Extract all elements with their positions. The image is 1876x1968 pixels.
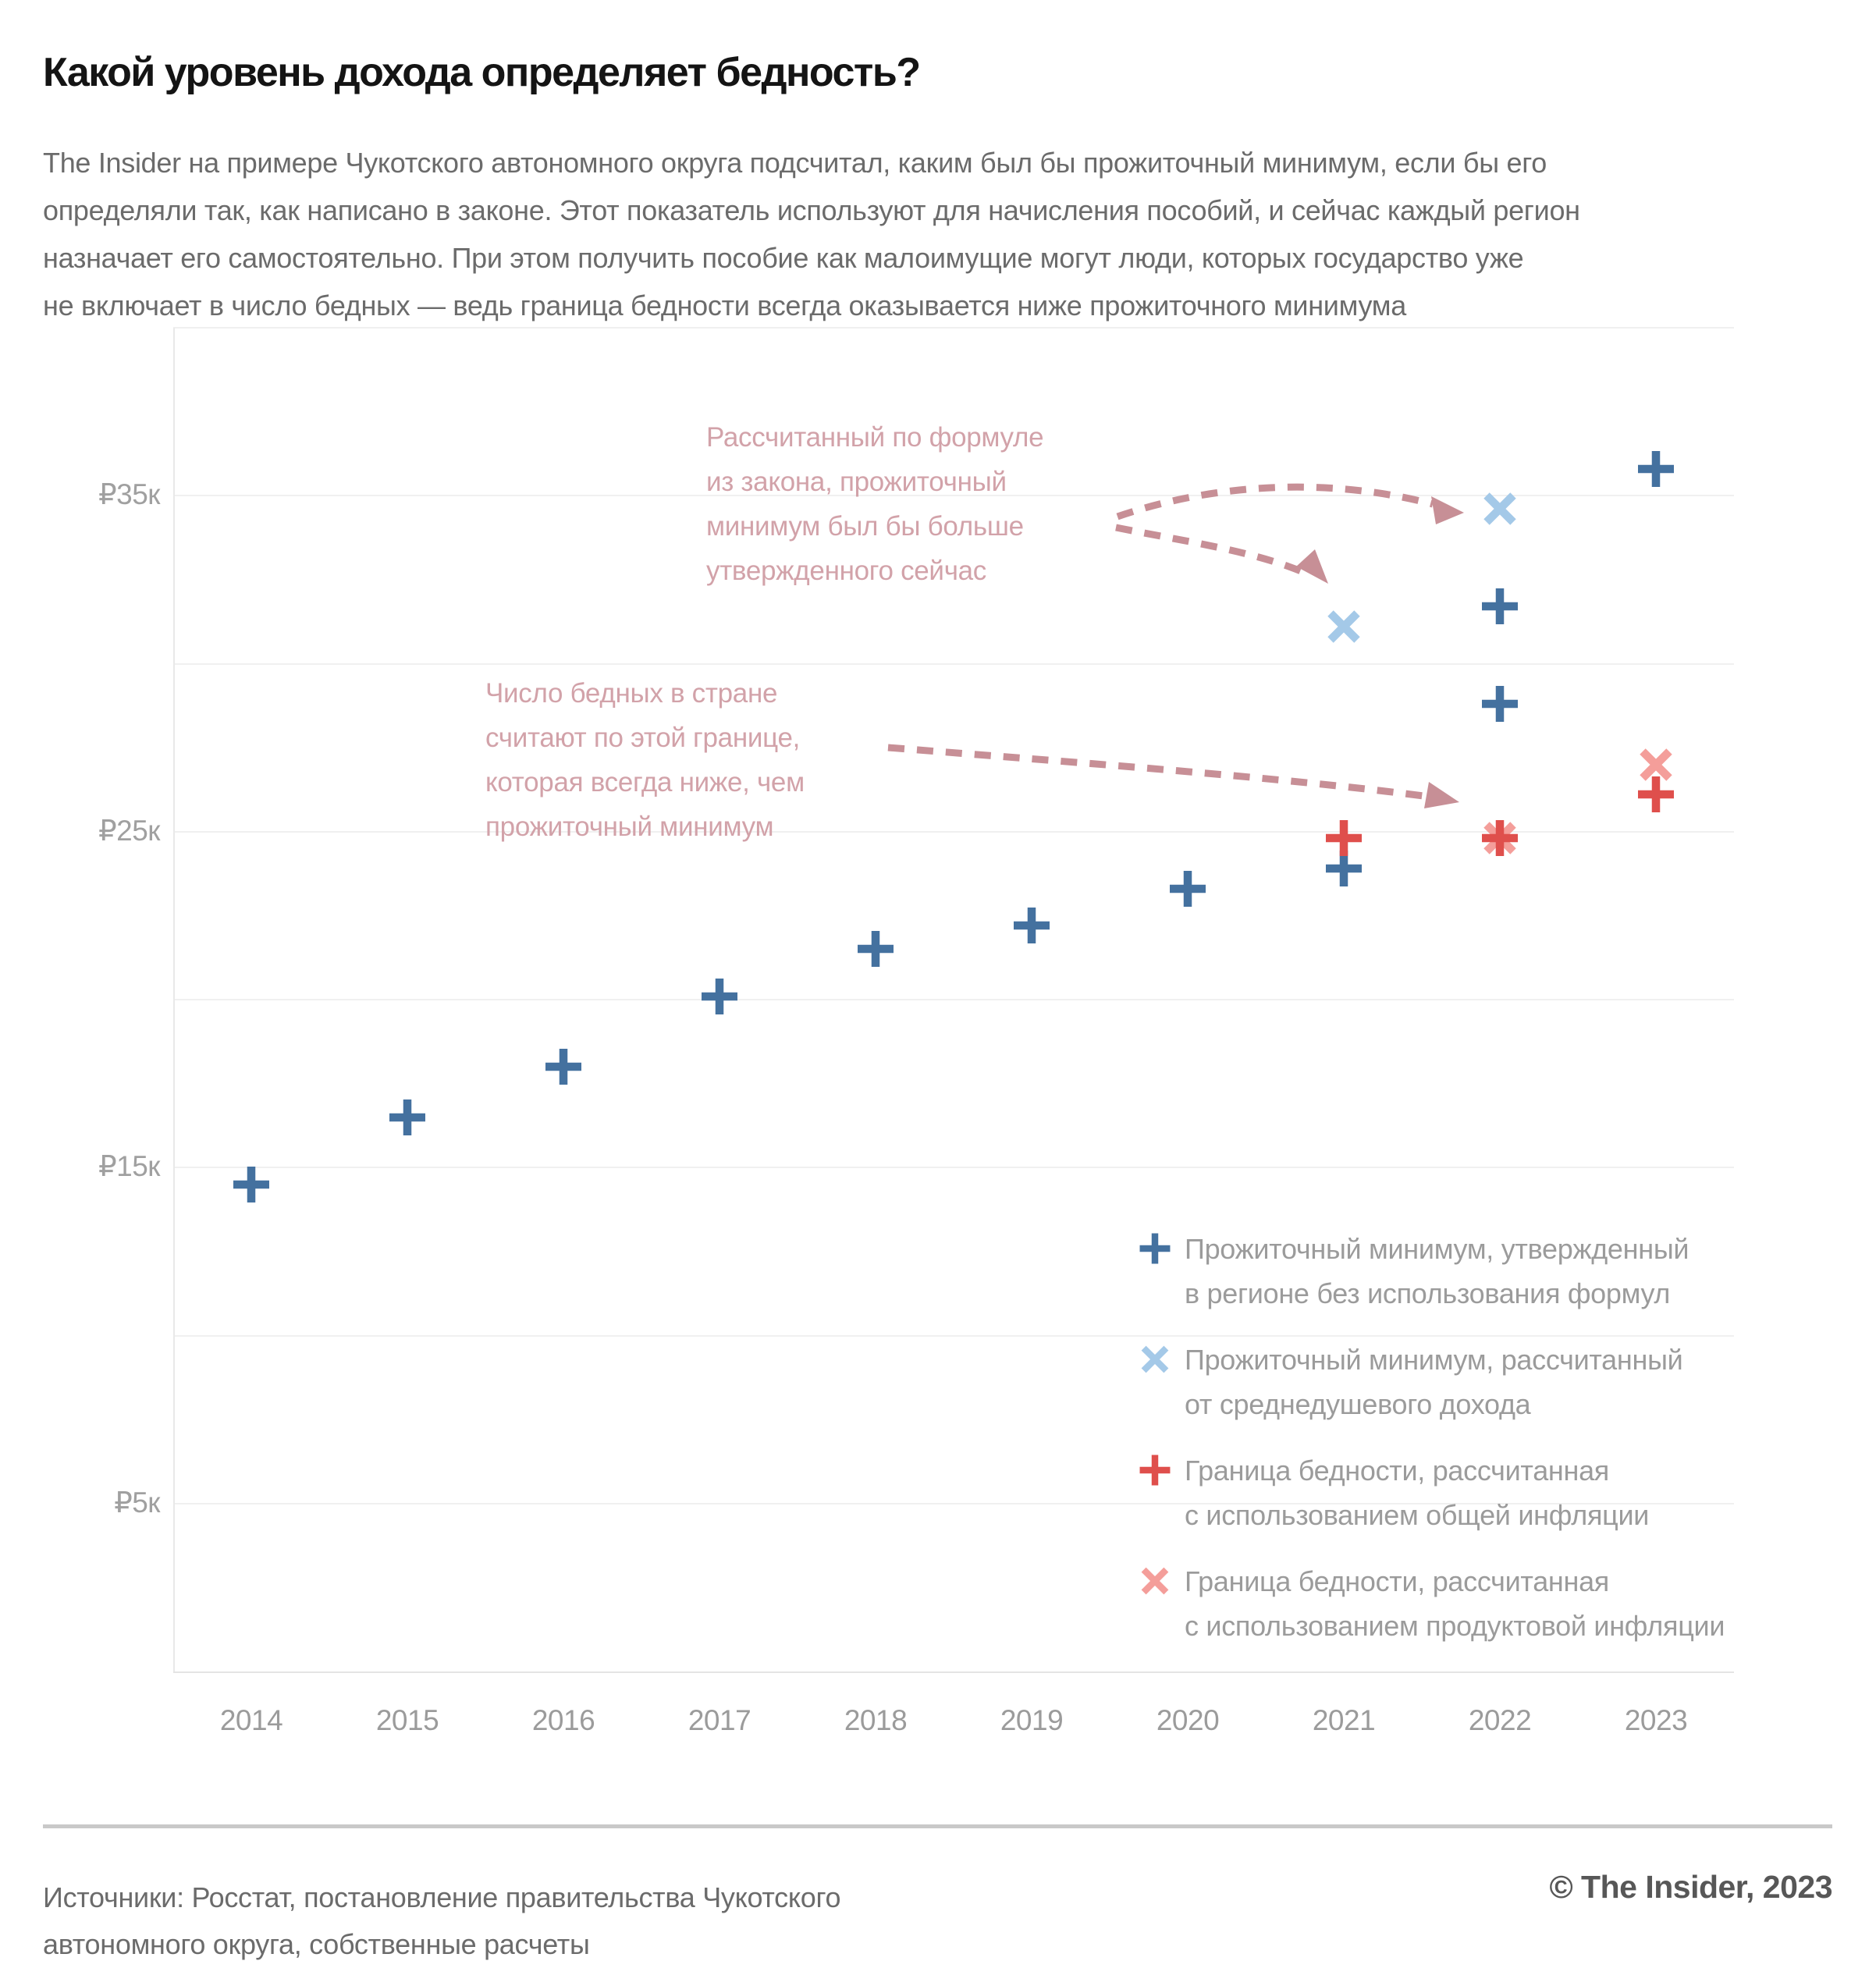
plus-marker-icon: [1138, 1453, 1172, 1487]
gridline-10000: [173, 1334, 1734, 1337]
plus-marker-2018: [855, 929, 896, 973]
annotation-formula-note: Рассчитанный по формуле из закона, прожи…: [706, 422, 1044, 586]
y-axis-label: ₽35к: [98, 478, 160, 511]
x-axis-line: [173, 1671, 1734, 1673]
arrowhead-2022-x: [1431, 496, 1464, 524]
plus-marker-2021: [1324, 818, 1364, 862]
gridline-40000: [173, 327, 1734, 329]
gridline-5000: [173, 1502, 1734, 1504]
x-marker-icon: [1138, 1564, 1172, 1598]
x-axis-label: 2021: [1312, 1704, 1376, 1736]
plus-marker-2022: [1480, 818, 1520, 862]
legend-item-0: Прожиточный минимум, утвержденный в реги…: [1138, 1227, 1871, 1316]
plus-marker-2015: [387, 1097, 428, 1142]
y-axis-label: ₽25к: [98, 814, 160, 847]
plus-marker-2023: [1636, 449, 1676, 493]
x-axis-label: 2019: [1000, 1704, 1064, 1736]
legend-item-label: Прожиточный минимум, рассчитанный от сре…: [1185, 1344, 1683, 1420]
x-axis-label: 2023: [1624, 1704, 1688, 1736]
gridline-15000: [173, 1167, 1734, 1169]
x-axis-label: 2014: [219, 1704, 283, 1736]
gridline-20000: [173, 999, 1734, 1000]
gridline-30000: [173, 663, 1734, 665]
plus-marker-2017: [699, 976, 740, 1021]
plus-marker-2016: [543, 1046, 584, 1091]
plus-marker-2023: [1636, 774, 1676, 819]
plus-marker-2019: [1011, 905, 1052, 950]
x-axis-label: 2018: [844, 1704, 908, 1736]
plus-marker-2020: [1167, 869, 1208, 913]
legend-item-3: Граница бедности, рассчитанная с использ…: [1138, 1559, 1871, 1648]
x-axis-label: 2016: [531, 1704, 595, 1736]
footer-divider: [43, 1824, 1832, 1828]
legend-item-label: Граница бедности, рассчитанная с использ…: [1185, 1565, 1725, 1642]
x-marker-2023: [1636, 744, 1676, 789]
arrow-to-2022-x: [1116, 483, 1434, 520]
copyright: © The Insider, 2023: [1549, 1869, 1832, 1905]
plus-marker-2014: [231, 1164, 272, 1209]
arrow-to-2021-x: [1115, 524, 1306, 577]
x-marker-2021: [1324, 606, 1364, 651]
legend-item-label: Граница бедности, рассчитанная с использ…: [1185, 1455, 1650, 1531]
legend-item-1: Прожиточный минимум, рассчитанный от сре…: [1138, 1337, 1871, 1426]
y-axis-line: [173, 328, 175, 1671]
legend-item-2: Граница бедности, рассчитанная с использ…: [1138, 1448, 1871, 1537]
legend-item-label: Прожиточный минимум, утвержденный в реги…: [1185, 1233, 1689, 1309]
gridline-35000: [173, 495, 1734, 497]
sources-note: Источники: Росстат, постановление правит…: [43, 1881, 841, 1960]
arrowhead-2021-x: [1296, 549, 1328, 584]
annotation-border-note: Число бедных в стране считают по этой гр…: [485, 678, 805, 842]
arrow-to-2022-border: [887, 744, 1424, 800]
y-axis-label: ₽5к: [114, 1486, 160, 1519]
page-subtitle: The Insider на примере Чукотского автоно…: [43, 147, 1580, 321]
x-axis-label: 2015: [375, 1704, 439, 1736]
plus-marker-2021: [1324, 848, 1364, 893]
legend: Прожиточный минимум, утвержденный в реги…: [1138, 1227, 1871, 1670]
x-marker-2022: [1480, 488, 1520, 533]
page-title: Какой уровень дохода определяет бедность…: [43, 49, 921, 95]
plus-marker-2022: [1480, 684, 1520, 728]
arrowhead-2022-border: [1424, 782, 1459, 808]
x-axis-label: 2020: [1156, 1704, 1220, 1736]
y-axis-label: ₽15к: [98, 1150, 160, 1183]
gridline-25000: [173, 830, 1734, 833]
x-axis-label: 2022: [1468, 1704, 1532, 1736]
plus-marker-icon: [1138, 1231, 1172, 1266]
plus-marker-2022: [1480, 586, 1520, 631]
x-axis-label: 2017: [688, 1704, 751, 1736]
x-marker-icon: [1138, 1342, 1172, 1377]
